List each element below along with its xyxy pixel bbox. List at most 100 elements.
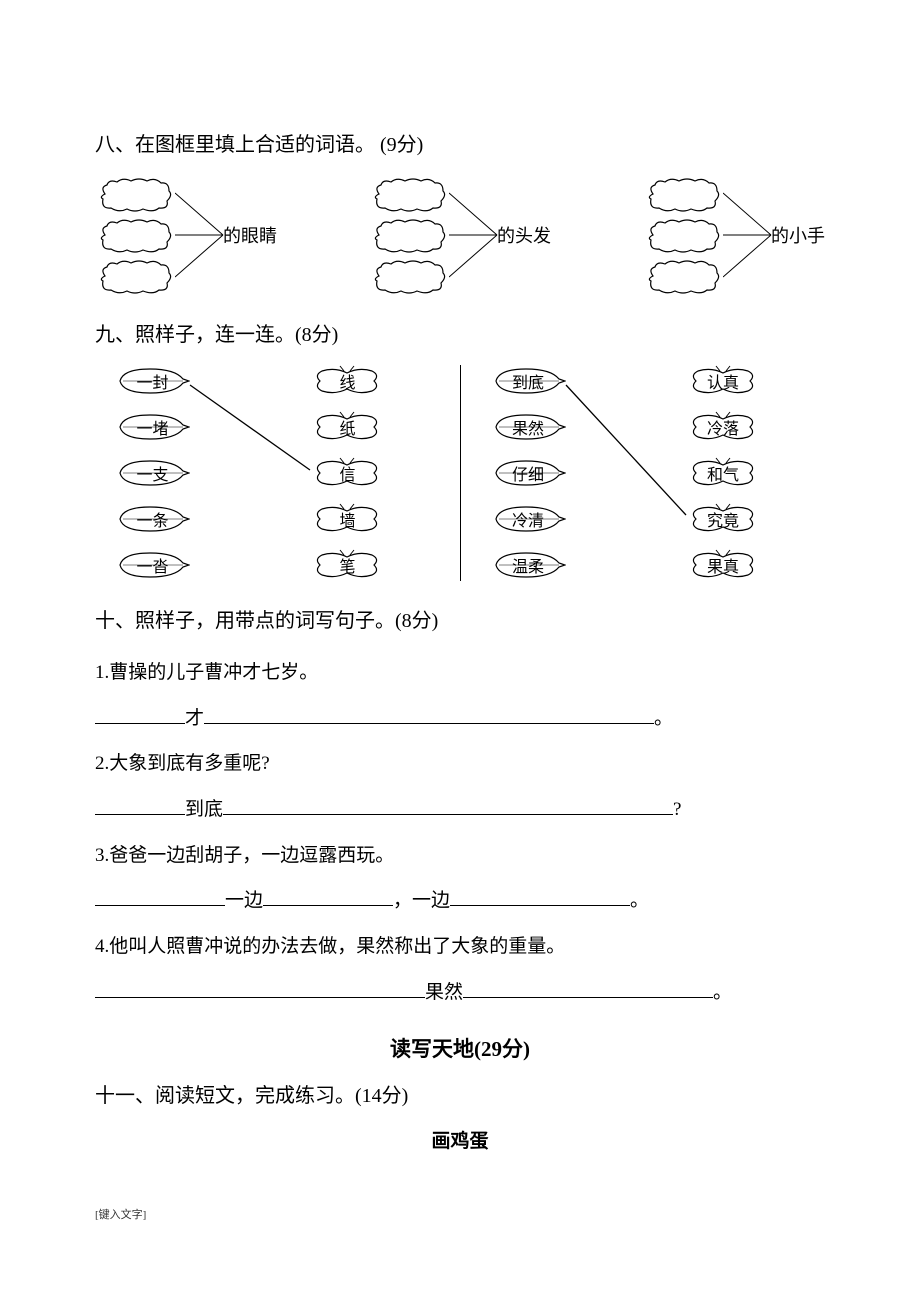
sentence-blank-2: 到底? <box>95 788 825 832</box>
suffix: 。 <box>630 890 649 911</box>
butterfly-text: 线 <box>339 369 355 393</box>
butterfly-item[interactable]: 线 <box>310 365 385 397</box>
sentence-example-1: 1.曹操的儿子曹冲才七岁。 <box>95 651 825 695</box>
leaf-column-left: 一封 一堵 一支 一条 一沓 <box>115 365 190 581</box>
match-container: 一封 一堵 一支 一条 一沓 线 纸 信 墙 笔 到底 果然 仔细 冷清 温 <box>115 365 805 581</box>
cloud-blank[interactable] <box>95 218 175 253</box>
leaf-text: 温柔 <box>512 553 544 577</box>
cloud-blank[interactable] <box>95 259 175 294</box>
leaf-item[interactable]: 冷清 <box>491 503 566 535</box>
sentence-example-4: 4.他叫人照曹冲说的办法去做，果然称出了大象的重量。 <box>95 925 825 969</box>
butterfly-text: 和气 <box>707 461 739 485</box>
keyword: 果然 <box>425 982 463 1003</box>
leaf-item[interactable]: 一沓 <box>115 549 190 581</box>
cloud-group-2: 的头发 <box>369 175 551 295</box>
butterfly-item[interactable]: 冷落 <box>686 411 761 443</box>
suffix: 。 <box>654 708 673 729</box>
leaf-item[interactable]: 仔细 <box>491 457 566 489</box>
connector-lines <box>175 175 225 295</box>
blank-input[interactable] <box>95 976 425 998</box>
leaf-text: 仔细 <box>512 461 544 485</box>
suffix: 。 <box>713 982 732 1003</box>
butterfly-text: 纸 <box>339 415 355 439</box>
footer-placeholder: [键入文字] <box>95 1206 146 1222</box>
leaf-item[interactable]: 果然 <box>491 411 566 443</box>
leaf-item[interactable]: 一封 <box>115 365 190 397</box>
cloud-blank[interactable] <box>369 218 449 253</box>
cloud-blank[interactable] <box>369 259 449 294</box>
leaf-text: 到底 <box>512 369 544 393</box>
leaf-item[interactable]: 一条 <box>115 503 190 535</box>
leaf-item[interactable]: 温柔 <box>491 549 566 581</box>
match-right-half: 到底 果然 仔细 冷清 温柔 认真 冷落 和气 究竟 果真 <box>491 365 806 581</box>
blank-input[interactable] <box>450 884 630 906</box>
butterfly-item[interactable]: 墙 <box>310 503 385 535</box>
match-left-half: 一封 一堵 一支 一条 一沓 线 纸 信 墙 笔 <box>115 365 430 581</box>
leaf-text: 一封 <box>136 369 168 393</box>
butterfly-text: 果真 <box>707 553 739 577</box>
cloud-blank[interactable] <box>643 177 723 212</box>
connector-lines <box>723 175 773 295</box>
keyword2: ，一边 <box>393 890 450 911</box>
cloud-group-3: 的小手 <box>643 175 825 295</box>
butterfly-text: 笔 <box>339 553 355 577</box>
connector-lines <box>449 175 499 295</box>
vertical-divider <box>460 365 461 581</box>
butterfly-item[interactable]: 笔 <box>310 549 385 581</box>
reading-section-title: 读写天地(29分) <box>95 1033 825 1063</box>
butterfly-item[interactable]: 纸 <box>310 411 385 443</box>
cloud-groups-row: 的眼睛 的头发 的小手 <box>95 175 825 295</box>
blank-input[interactable] <box>95 702 185 724</box>
keyword: 才 <box>185 708 204 729</box>
butterfly-item[interactable]: 究竟 <box>686 503 761 535</box>
leaf-text: 一沓 <box>136 553 168 577</box>
cloud-group-1: 的眼睛 <box>95 175 277 295</box>
butterfly-text: 冷落 <box>707 415 739 439</box>
sentence-blank-4: 果然 。 <box>95 971 825 1015</box>
blank-input[interactable] <box>223 793 673 815</box>
butterfly-item[interactable]: 信 <box>310 457 385 489</box>
sentence-blank-3: 一边 ，一边 。 <box>95 879 825 923</box>
leaf-text: 果然 <box>512 415 544 439</box>
suffix: ? <box>673 799 681 820</box>
leaf-item[interactable]: 一堵 <box>115 411 190 443</box>
butterfly-text: 认真 <box>707 369 739 393</box>
section-11-title: 十一、阅读短文，完成练习。(14分) <box>95 1081 825 1111</box>
butterfly-text: 墙 <box>339 507 355 531</box>
passage-title: 画鸡蛋 <box>95 1126 825 1153</box>
cloud-blank[interactable] <box>643 259 723 294</box>
butterfly-text: 信 <box>339 461 355 485</box>
butterfly-item[interactable]: 果真 <box>686 549 761 581</box>
cloud-blank[interactable] <box>643 218 723 253</box>
leaf-text: 一堵 <box>136 415 168 439</box>
leaf-text: 一支 <box>136 461 168 485</box>
butterfly-item[interactable]: 认真 <box>686 365 761 397</box>
cloud-label-2: 的头发 <box>497 222 551 248</box>
leaf-item[interactable]: 一支 <box>115 457 190 489</box>
blank-input[interactable] <box>204 702 654 724</box>
leaf-text: 冷清 <box>512 507 544 531</box>
section-9-title: 九、照样子，连一连。(8分) <box>95 320 825 350</box>
blank-input[interactable] <box>95 884 225 906</box>
keyword: 一边 <box>225 890 263 911</box>
butterfly-column-left: 线 纸 信 墙 笔 <box>310 365 385 581</box>
cloud-label-3: 的小手 <box>771 222 825 248</box>
cloud-blank[interactable] <box>369 177 449 212</box>
blank-input[interactable] <box>263 884 393 906</box>
butterfly-column-right: 认真 冷落 和气 究竟 果真 <box>686 365 761 581</box>
blank-input[interactable] <box>95 793 185 815</box>
keyword: 到底 <box>185 799 223 820</box>
cloud-label-1: 的眼睛 <box>223 222 277 248</box>
leaf-text: 一条 <box>136 507 168 531</box>
section-8-title: 八、在图框里填上合适的词语。 (9分) <box>95 130 825 160</box>
blank-input[interactable] <box>463 976 713 998</box>
sentence-example-3: 3.爸爸一边刮胡子，一边逗露西玩。 <box>95 834 825 878</box>
butterfly-item[interactable]: 和气 <box>686 457 761 489</box>
cloud-blank[interactable] <box>95 177 175 212</box>
sentence-example-2: 2.大象到底有多重呢? <box>95 742 825 786</box>
leaf-item[interactable]: 到底 <box>491 365 566 397</box>
butterfly-text: 究竟 <box>707 507 739 531</box>
sentence-blank-1: 才。 <box>95 697 825 741</box>
section-10-title: 十、照样子，用带点的词写句子。(8分) <box>95 606 825 636</box>
leaf-column-right: 到底 果然 仔细 冷清 温柔 <box>491 365 566 581</box>
